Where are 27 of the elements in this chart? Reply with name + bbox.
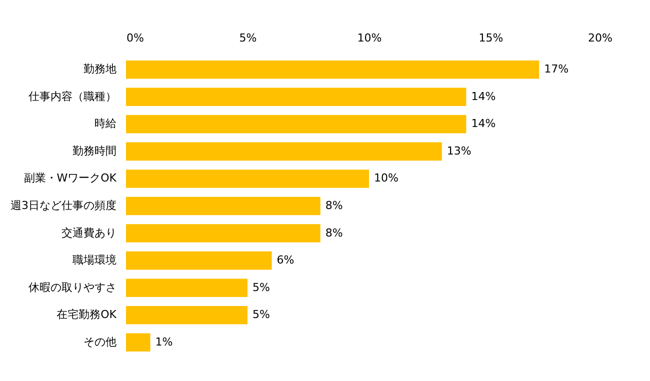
data-label: 5% [252,308,270,322]
y-tick-label: 職場環境 [72,254,116,267]
y-tick-label: 交通費あり [62,226,116,240]
x-tick-label: 5% [239,32,257,44]
data-label: 14% [471,90,496,103]
data-label: 8% [325,226,343,240]
y-tick-label: 在宅勤務OK [56,308,118,322]
y-tick-label: 週3日など仕事の頻度 [10,199,116,212]
y-tick-label: 仕事内容（職種） [28,90,116,103]
data-label: 8% [325,199,343,212]
y-tick-label: 勤務地 [84,62,116,76]
y-tick-label: 時給 [94,117,116,130]
x-tick-label: 20% [588,32,612,44]
x-tick-label: 10% [357,32,382,44]
data-label: 13% [446,144,472,158]
data-label: 5% [252,280,270,294]
data-label: 10% [374,172,398,185]
y-tick-label: 休暇の取りやすさ [28,280,116,294]
data-label: 17% [544,62,569,76]
y-tick-label: その他 [84,335,116,348]
x-tick-label: 0% [126,32,144,44]
data-label: 6% [276,254,294,267]
y-tick-label: 副業・WワークOK [24,172,118,185]
y-tick-label: 勤務時間 [72,144,116,158]
data-label: 14% [471,117,496,130]
data-label: 1% [155,335,173,348]
x-tick-label: 15% [478,32,504,44]
